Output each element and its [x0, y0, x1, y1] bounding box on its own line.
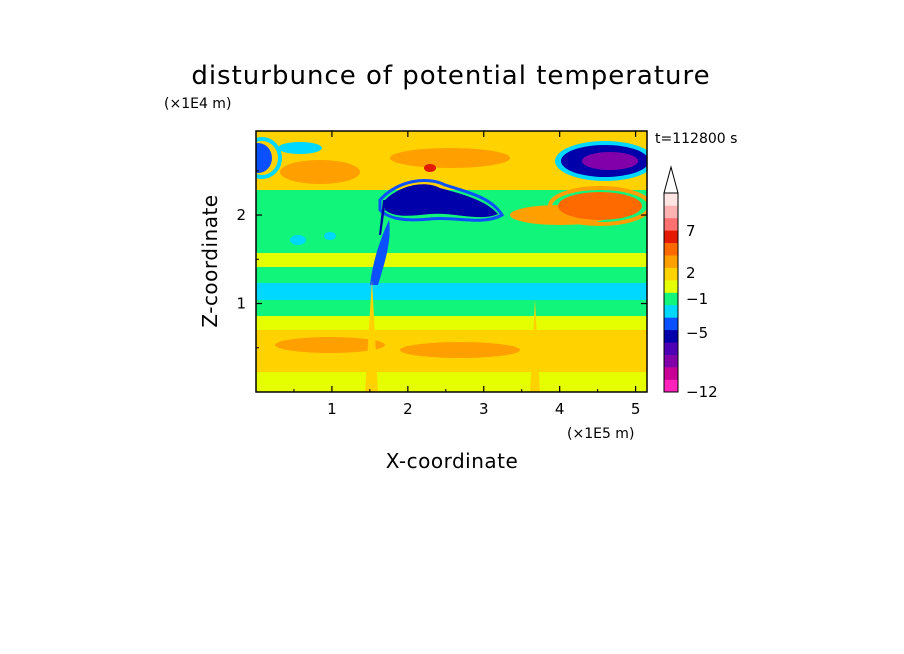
colorbar-bin: [664, 280, 678, 293]
colorbar-bin: [664, 329, 678, 343]
x-tick-label: 1: [327, 400, 337, 418]
x-axis-label: X-coordinate: [386, 449, 519, 473]
colorbar-bin: [664, 217, 678, 231]
x-tick-label: 2: [403, 400, 413, 418]
y-axis-ticks: 12: [236, 170, 647, 349]
bottom-yellow: [256, 372, 647, 392]
cyan-patch-center: [324, 232, 336, 240]
blue-plume: [370, 220, 390, 285]
colorbar-bin: [664, 230, 678, 244]
colorbar-bin: [664, 292, 678, 306]
oscillation-streak-1: [365, 280, 378, 392]
orange-right-cell: [548, 186, 647, 226]
y-tick-label: 2: [236, 206, 246, 224]
colorbar-label: 2: [686, 264, 696, 282]
colorbar-bin: [664, 255, 678, 268]
blue-wave-outline: [378, 178, 505, 222]
colorbar-label: −12: [686, 383, 718, 401]
orange-patch-4: [275, 337, 385, 353]
y-axis-unit: (×1E4 m): [164, 96, 231, 112]
blue-left-edge: [256, 143, 272, 173]
blue-wave-band: [385, 184, 498, 218]
colorbar-bin: [664, 342, 678, 355]
x-tick-label: 3: [479, 400, 489, 418]
cyan-band: [256, 283, 647, 300]
plot-frame: [255, 130, 648, 393]
dark-blue-plume: [379, 200, 386, 235]
yellow-strip-2: [256, 316, 647, 326]
red-spot: [424, 164, 436, 172]
cyan-left-edge: [256, 137, 282, 179]
colorbar-bin: [664, 267, 678, 281]
colorbar-bin: [664, 317, 678, 331]
cyan-upper-center: [278, 142, 322, 154]
chart-title: disturbunce of potential temperature: [191, 61, 710, 91]
oscillation-streak-2: [530, 300, 540, 392]
x-axis-unit: (×1E5 m): [567, 426, 634, 442]
x-tick-label: 5: [631, 400, 641, 418]
colorbar-bin: [664, 367, 678, 380]
red-right-cell: [558, 192, 642, 220]
colorbar: 7 2 −1 −5 −12: [663, 165, 718, 401]
colorbar-label: −1: [686, 290, 708, 308]
orange-patch-5: [400, 342, 520, 358]
time-label: t=112800 s: [655, 131, 737, 147]
yellow-strip-1: [256, 253, 647, 267]
contour-field: [256, 131, 647, 392]
colorbar-bin: [664, 205, 678, 219]
orange-patch-2: [390, 148, 510, 168]
colorbar-extend-arrow: [663, 165, 679, 194]
orange-patch-1: [280, 160, 360, 184]
x-axis-ticks: 1 2 3 4 5: [293, 131, 641, 418]
colorbar-label: −5: [686, 324, 708, 342]
colorbar-label: 7: [686, 222, 696, 240]
purple-core-upper-right: [582, 152, 638, 170]
colorbar-bin: [664, 193, 678, 206]
colorbar-bin: [664, 379, 678, 393]
colorbar-bin: [664, 242, 678, 256]
cyan-patch-left: [290, 235, 306, 245]
colorbar-bin: [664, 304, 678, 318]
y-axis-label: Z-coordinate: [198, 194, 222, 327]
colorbar-bin: [664, 354, 678, 368]
y-tick-label: 1: [236, 295, 246, 313]
x-tick-label: 4: [555, 400, 565, 418]
